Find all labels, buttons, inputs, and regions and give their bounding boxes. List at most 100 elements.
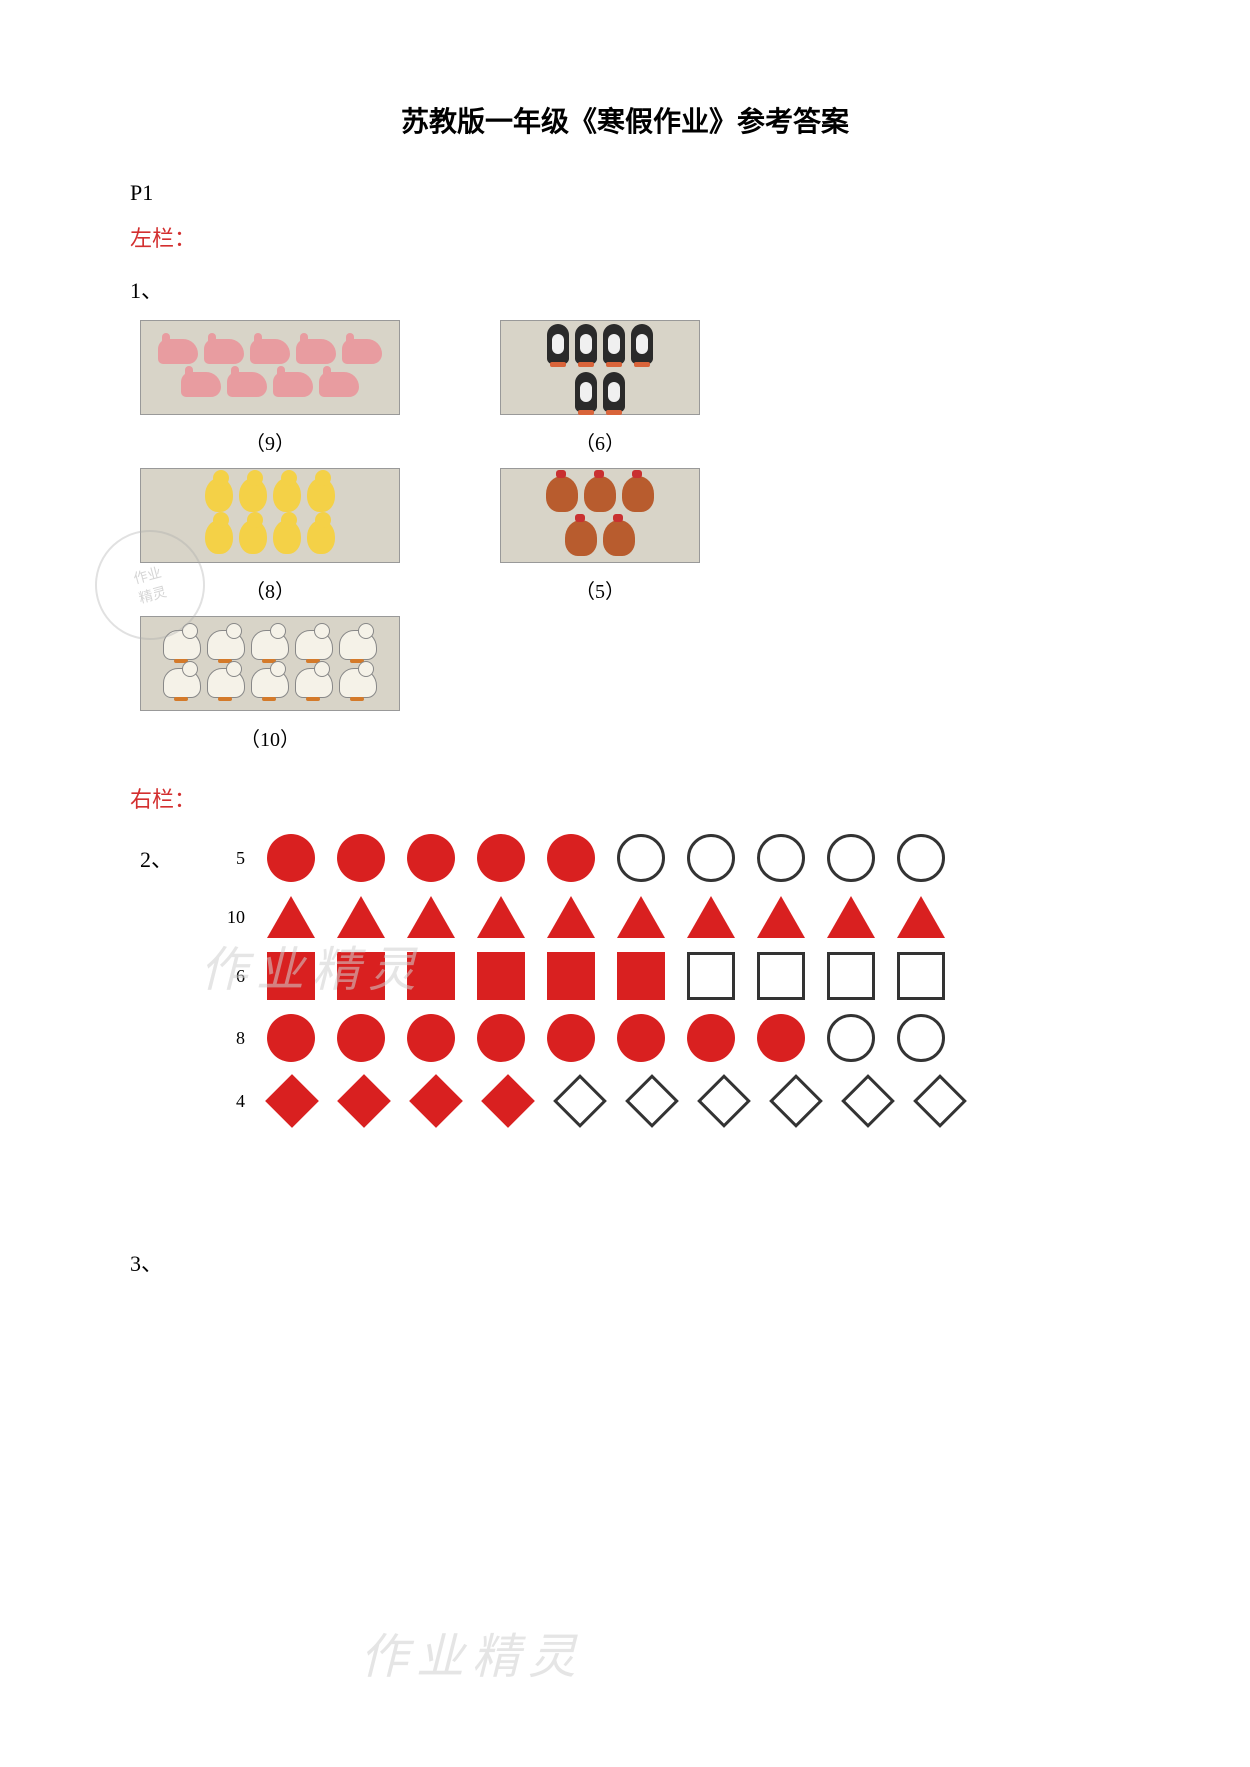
square-filled-icon bbox=[547, 952, 595, 1000]
hen-image bbox=[500, 468, 700, 563]
duck-icon bbox=[339, 630, 377, 660]
diamond-filled-icon bbox=[337, 1074, 391, 1128]
watermark-2: 作业精灵 bbox=[360, 1617, 584, 1687]
duck-icon bbox=[339, 668, 377, 698]
page-reference: P1 bbox=[130, 180, 1120, 206]
circle-filled-icon bbox=[547, 834, 595, 882]
shape-row: 2、4 bbox=[140, 1076, 1120, 1126]
circle-filled-icon bbox=[687, 1014, 735, 1062]
square-empty-icon bbox=[897, 952, 945, 1000]
triangle-filled-icon bbox=[827, 896, 875, 938]
triangle-filled-icon bbox=[477, 896, 525, 938]
circle-filled-icon bbox=[337, 1014, 385, 1062]
duck-image bbox=[140, 616, 400, 711]
chick-icon bbox=[239, 520, 267, 554]
circle-empty-icon bbox=[827, 834, 875, 882]
square-filled-icon bbox=[477, 952, 525, 1000]
penguin-icon bbox=[603, 372, 625, 412]
duck-icon bbox=[251, 668, 289, 698]
circle-filled-icon bbox=[617, 1014, 665, 1062]
question-2-label: 2、 bbox=[140, 842, 173, 874]
counting-cell-hen: （5） bbox=[500, 468, 700, 604]
shape-row-number: 4 bbox=[215, 1091, 245, 1112]
chick-icon bbox=[307, 478, 335, 512]
shape-row: 2、5 bbox=[140, 834, 1120, 882]
rabbit-icon bbox=[158, 339, 198, 364]
diamond-empty-icon bbox=[769, 1074, 823, 1128]
rabbit-icon bbox=[181, 372, 221, 397]
duck-icon bbox=[163, 668, 201, 698]
shapes-section: 2、52、102、62、82、4 bbox=[130, 834, 1120, 1126]
diamond-filled-icon bbox=[481, 1074, 535, 1128]
rabbit-icon bbox=[342, 339, 382, 364]
shape-row: 2、8 bbox=[140, 1014, 1120, 1062]
duck-icon bbox=[295, 668, 333, 698]
counting-cell-duck: （10） bbox=[140, 616, 400, 752]
hen-count-label: （5） bbox=[575, 575, 625, 604]
square-filled-icon bbox=[407, 952, 455, 1000]
square-empty-icon bbox=[757, 952, 805, 1000]
penguin-icon bbox=[575, 324, 597, 364]
triangle-filled-icon bbox=[547, 896, 595, 938]
counting-cell-chick: （8） bbox=[140, 468, 400, 604]
chick-icon bbox=[307, 520, 335, 554]
shape-row-number: 6 bbox=[215, 966, 245, 987]
chick-icon bbox=[239, 478, 267, 512]
hen-icon bbox=[603, 520, 635, 556]
chick-icon bbox=[205, 520, 233, 554]
question-3-label: 3、 bbox=[130, 1246, 1120, 1278]
chick-count-label: （8） bbox=[245, 575, 295, 604]
counting-cell-penguin: （6） bbox=[500, 320, 700, 456]
circle-filled-icon bbox=[267, 834, 315, 882]
penguin-count-label: （6） bbox=[575, 427, 625, 456]
square-filled-icon bbox=[267, 952, 315, 1000]
duck-icon bbox=[207, 630, 245, 660]
circle-filled-icon bbox=[757, 1014, 805, 1062]
triangle-filled-icon bbox=[897, 896, 945, 938]
chick-icon bbox=[273, 520, 301, 554]
shape-row: 2、10 bbox=[140, 896, 1120, 938]
counting-row: （10） bbox=[140, 616, 1120, 752]
hen-icon bbox=[546, 476, 578, 512]
rabbit-image bbox=[140, 320, 400, 415]
triangle-filled-icon bbox=[757, 896, 805, 938]
circle-empty-icon bbox=[757, 834, 805, 882]
penguin-image bbox=[500, 320, 700, 415]
circle-filled-icon bbox=[477, 834, 525, 882]
rabbit-icon bbox=[319, 372, 359, 397]
penguin-icon bbox=[575, 372, 597, 412]
circle-filled-icon bbox=[407, 1014, 455, 1062]
shape-row-number: 8 bbox=[215, 1028, 245, 1049]
square-empty-icon bbox=[687, 952, 735, 1000]
rabbit-icon bbox=[204, 339, 244, 364]
triangle-filled-icon bbox=[267, 896, 315, 938]
document-title: 苏教版一年级《寒假作业》参考答案 bbox=[130, 100, 1120, 140]
square-empty-icon bbox=[827, 952, 875, 1000]
rabbit-count-label: （9） bbox=[245, 427, 295, 456]
circle-filled-icon bbox=[267, 1014, 315, 1062]
triangle-filled-icon bbox=[687, 896, 735, 938]
shape-row: 2、6 bbox=[140, 952, 1120, 1000]
duck-icon bbox=[295, 630, 333, 660]
diamond-empty-icon bbox=[553, 1074, 607, 1128]
counting-cell-rabbit: （9） bbox=[140, 320, 400, 456]
circle-empty-icon bbox=[687, 834, 735, 882]
hen-icon bbox=[565, 520, 597, 556]
circle-filled-icon bbox=[407, 834, 455, 882]
square-filled-icon bbox=[617, 952, 665, 1000]
counting-row: （9） （6） bbox=[140, 320, 1120, 456]
penguin-icon bbox=[631, 324, 653, 364]
rabbit-icon bbox=[250, 339, 290, 364]
shape-row-number: 10 bbox=[215, 907, 245, 928]
circle-empty-icon bbox=[617, 834, 665, 882]
hen-icon bbox=[622, 476, 654, 512]
question-1-label: 1、 bbox=[130, 273, 1120, 305]
penguin-icon bbox=[547, 324, 569, 364]
circle-empty-icon bbox=[897, 834, 945, 882]
circle-filled-icon bbox=[477, 1014, 525, 1062]
duck-icon bbox=[163, 630, 201, 660]
square-filled-icon bbox=[337, 952, 385, 1000]
diamond-empty-icon bbox=[697, 1074, 751, 1128]
penguin-icon bbox=[603, 324, 625, 364]
triangle-filled-icon bbox=[617, 896, 665, 938]
